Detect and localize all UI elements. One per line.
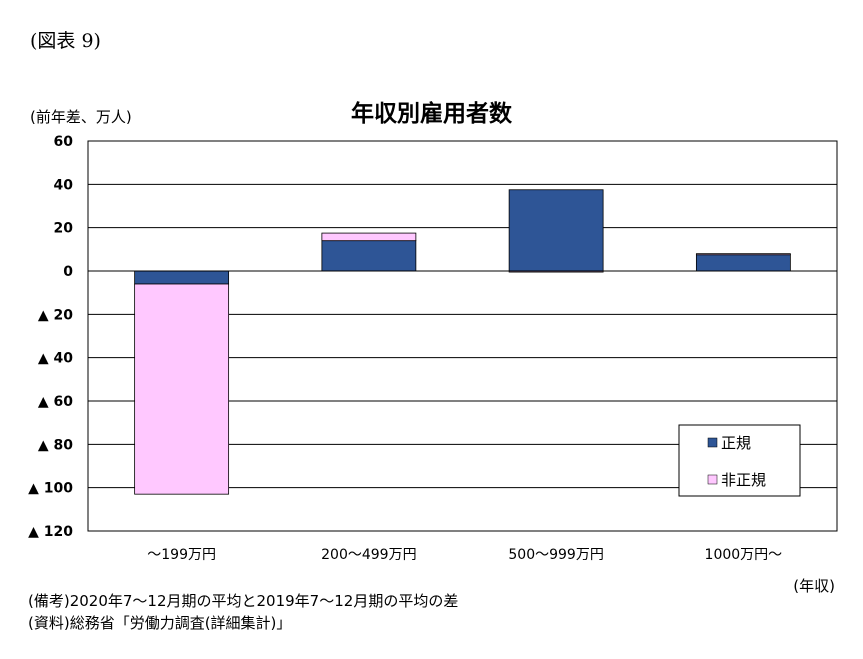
y-tick-label: 20: [54, 221, 74, 237]
source-note: (資料)総務省「労働力調査(詳細集計)」: [28, 614, 292, 632]
x-category-label: 1000万円〜: [705, 547, 783, 563]
legend-label-regular: 正規: [721, 434, 751, 452]
figure-label: (図表 9): [30, 30, 101, 52]
bar-regular-2: [508, 189, 604, 272]
y-tick-label: ▲ 120: [28, 524, 73, 540]
legend-label-non-regular: 非正規: [721, 471, 766, 489]
plot-area: [87, 140, 838, 532]
y-tick-label: ▲ 40: [38, 351, 73, 367]
legend-swatch-regular: [707, 437, 718, 448]
y-tick-label: 40: [54, 177, 74, 193]
y-axis-ticks: 60 40 20 0 ▲ 20 ▲ 40 ▲ 60 ▲ 80 ▲ 100 ▲ 120: [28, 134, 73, 540]
chart-title: 年収別雇用者数: [351, 101, 512, 127]
bar-regular-1: [321, 240, 417, 272]
bar-non-regular-0: [134, 283, 230, 495]
legend: 正規 非正規: [678, 424, 801, 497]
y-unit-label: (前年差、万人): [30, 108, 132, 126]
legend-box: [678, 424, 801, 497]
x-category-label: 500〜999万円: [508, 547, 603, 563]
bar-non-regular-1: [321, 232, 417, 242]
legend-swatch-non-regular: [707, 474, 718, 485]
bar-non-regular-3: [695, 253, 791, 256]
bars: [134, 189, 791, 495]
y-tick-label: ▲ 100: [28, 481, 73, 497]
y-tick-label: ▲ 80: [38, 437, 73, 453]
x-category-label: 〜199万円: [147, 547, 216, 563]
y-tick-label: ▲ 60: [38, 394, 73, 410]
x-axis-categories: 〜199万円 200〜499万円 500〜999万円 1000万円〜: [147, 547, 782, 563]
bar-regular-0: [134, 270, 230, 285]
y-tick-label: 60: [54, 134, 74, 150]
remarks-note: (備考)2020年7〜12月期の平均と2019年7〜12月期の平均の差: [28, 592, 459, 610]
y-tick-label: ▲ 20: [38, 307, 73, 323]
y-tick-label: 0: [63, 264, 73, 280]
x-unit-label: (年収): [793, 577, 835, 595]
bar-regular-3: [695, 254, 791, 272]
x-category-label: 200〜499万円: [321, 547, 416, 563]
